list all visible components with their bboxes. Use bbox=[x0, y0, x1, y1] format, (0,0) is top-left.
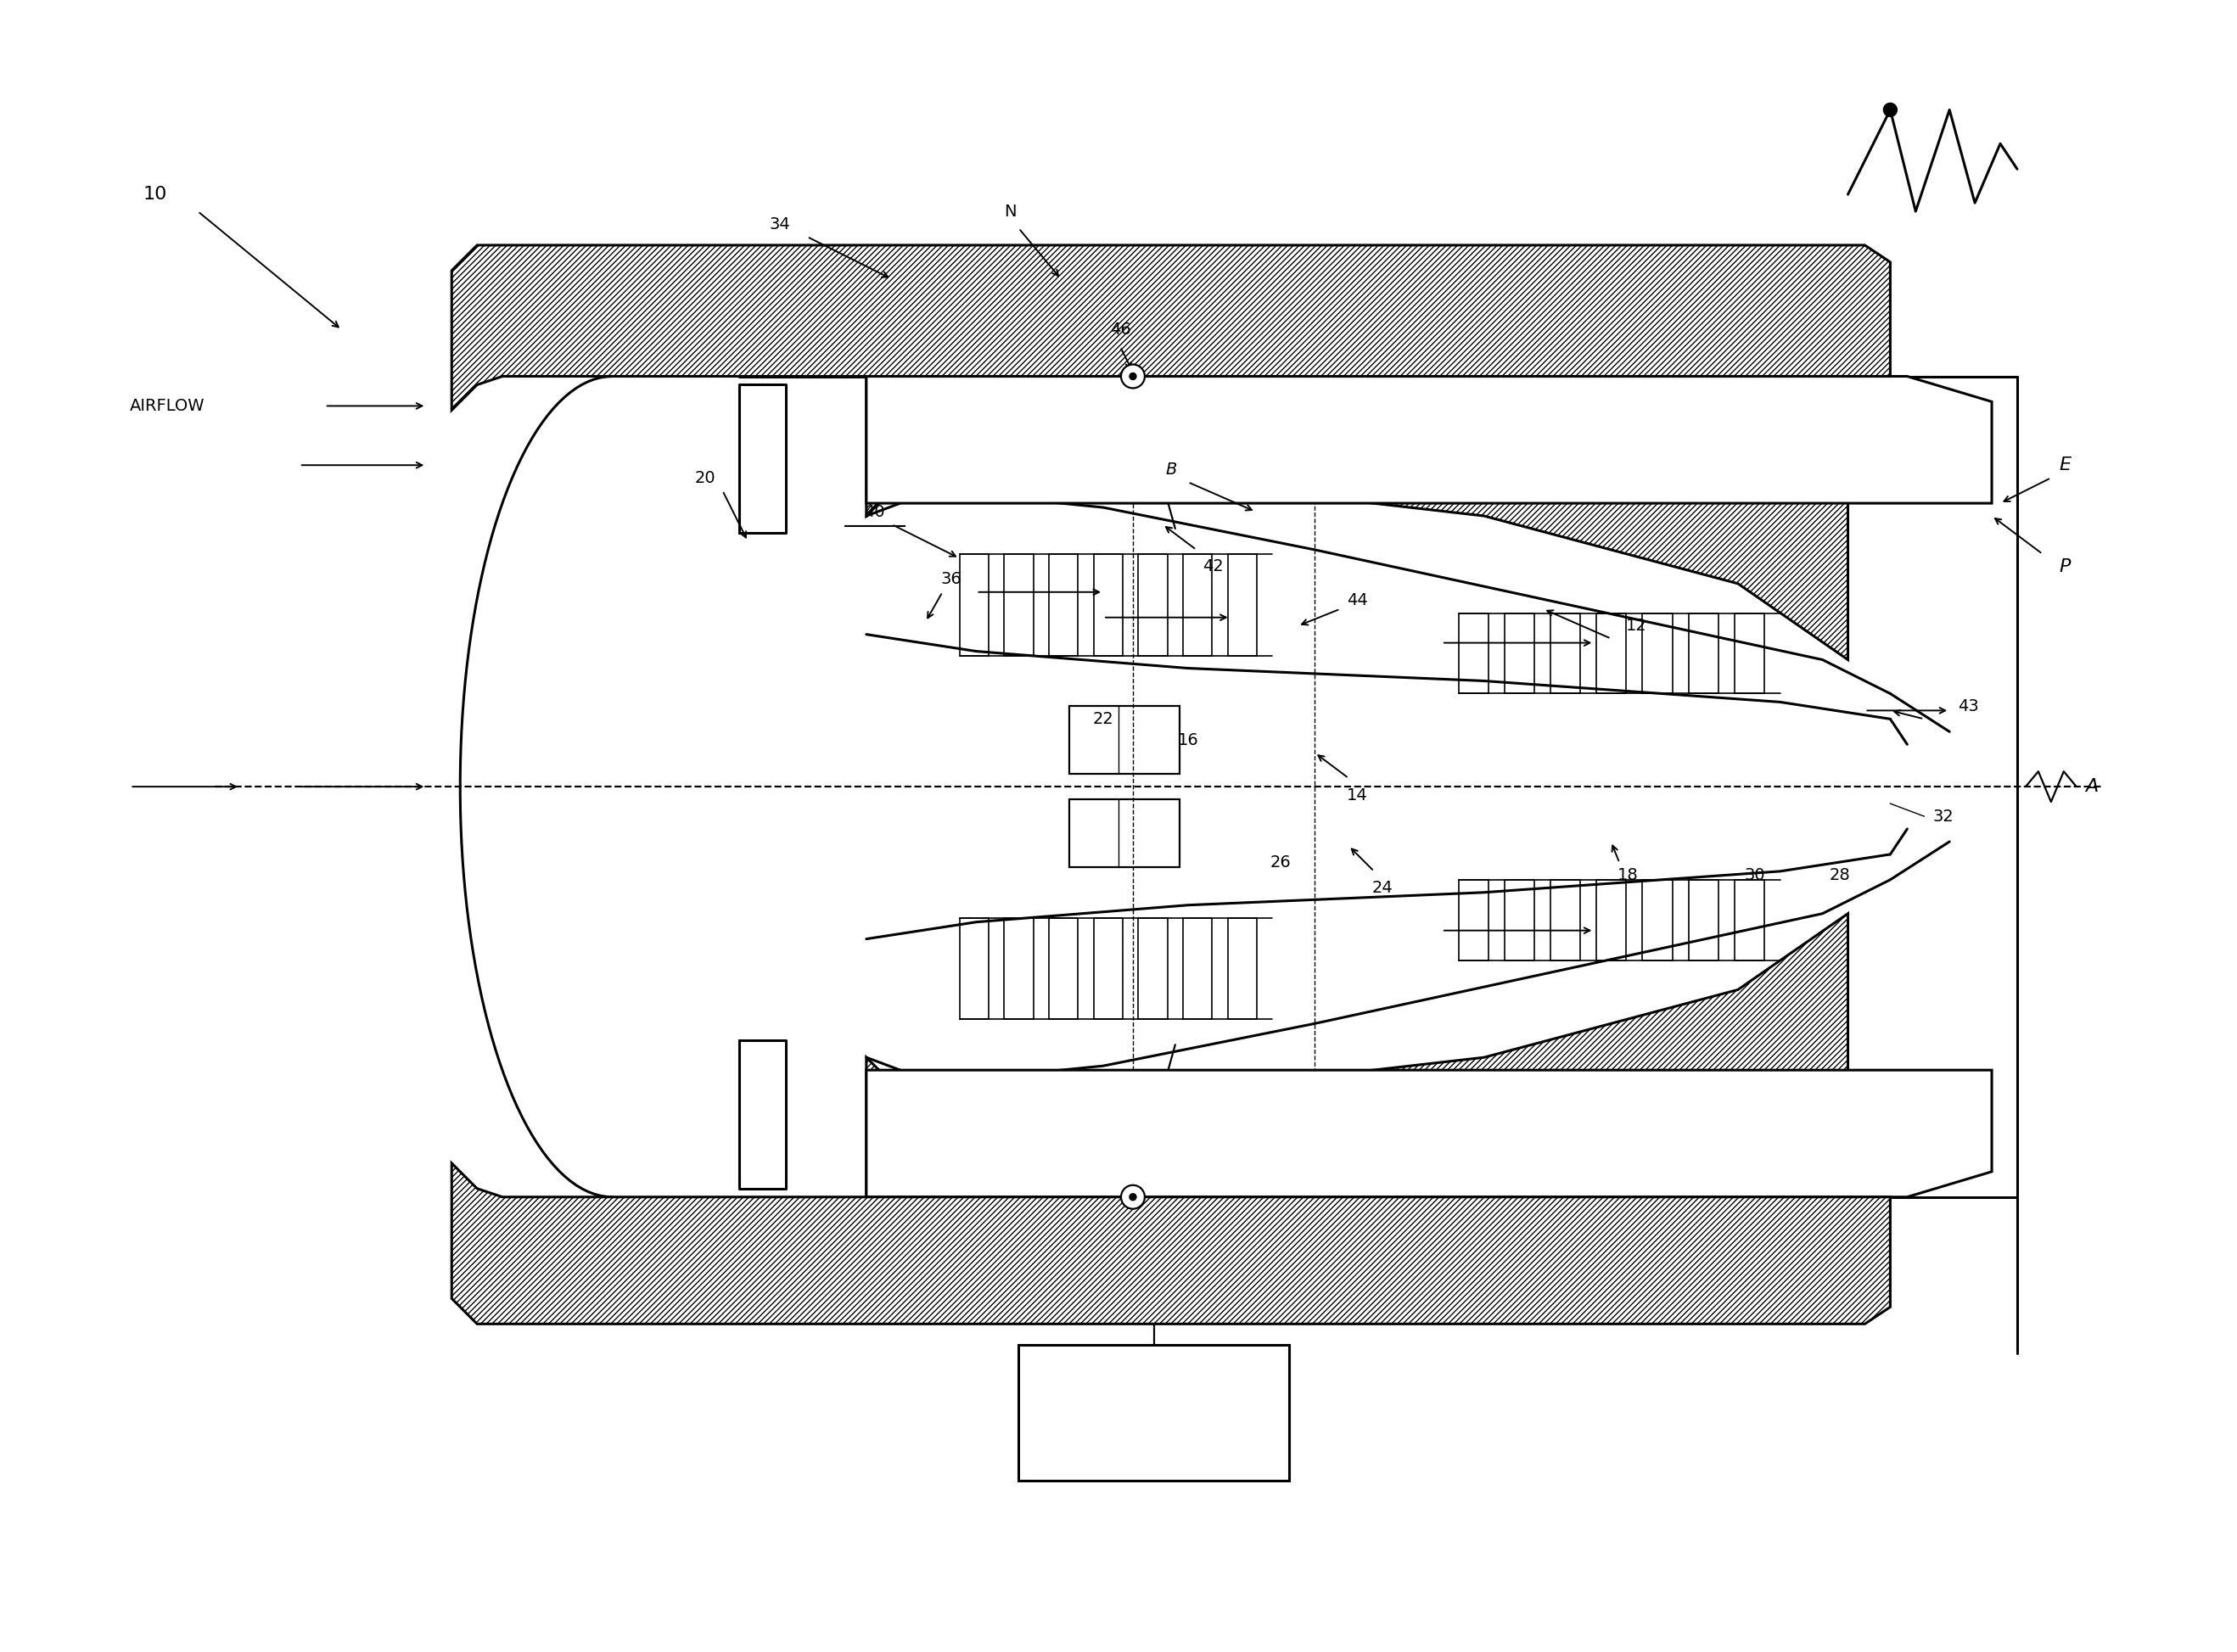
Text: 22: 22 bbox=[1092, 710, 1114, 727]
Text: 20: 20 bbox=[696, 469, 716, 486]
Bar bbox=[1183, 553, 1212, 656]
Bar bbox=[1183, 919, 1212, 1019]
Text: 46: 46 bbox=[1110, 322, 1130, 339]
Bar bbox=[1550, 881, 1579, 960]
Circle shape bbox=[1130, 1194, 1136, 1201]
Bar bbox=[1642, 881, 1673, 960]
Bar bbox=[1506, 881, 1535, 960]
Bar bbox=[1642, 613, 1673, 694]
Bar bbox=[1094, 919, 1123, 1019]
Bar bbox=[1597, 881, 1626, 960]
Polygon shape bbox=[452, 1163, 1890, 1323]
Bar bbox=[1734, 881, 1765, 960]
Text: P: P bbox=[2060, 558, 2071, 575]
Bar bbox=[1228, 919, 1257, 1019]
Text: 34: 34 bbox=[770, 216, 790, 231]
Text: N: N bbox=[1004, 203, 1016, 220]
Bar bbox=[960, 919, 989, 1019]
Circle shape bbox=[1884, 102, 1897, 117]
Bar bbox=[1094, 553, 1123, 656]
Text: 44: 44 bbox=[1347, 593, 1367, 608]
Polygon shape bbox=[866, 1070, 1991, 1198]
Text: E: E bbox=[2060, 456, 2071, 474]
Bar bbox=[1597, 613, 1626, 694]
Text: 14: 14 bbox=[1347, 786, 1367, 803]
Text: A: A bbox=[2085, 778, 2098, 795]
Bar bbox=[1734, 613, 1765, 694]
Bar bbox=[1228, 553, 1257, 656]
Bar bbox=[1004, 919, 1033, 1019]
Bar bbox=[1689, 881, 1718, 960]
Bar bbox=[1139, 919, 1168, 1019]
Bar bbox=[1018, 1345, 1289, 1480]
Polygon shape bbox=[452, 244, 1890, 410]
Bar bbox=[960, 553, 989, 656]
Polygon shape bbox=[866, 914, 1848, 1198]
Polygon shape bbox=[866, 377, 1848, 659]
Bar bbox=[1004, 553, 1033, 656]
Text: 12: 12 bbox=[1626, 618, 1646, 634]
Bar bbox=[1459, 613, 1488, 694]
Text: 40: 40 bbox=[863, 504, 886, 520]
Text: 30: 30 bbox=[1745, 867, 1765, 884]
Text: CONTROL: CONTROL bbox=[1114, 1434, 1195, 1450]
Bar bbox=[1689, 613, 1718, 694]
Text: B: B bbox=[1165, 461, 1177, 477]
Bar bbox=[1049, 553, 1078, 656]
Text: AIRFLOW: AIRFLOW bbox=[130, 398, 206, 415]
Text: 10: 10 bbox=[143, 187, 168, 203]
Text: 28: 28 bbox=[1830, 867, 1850, 884]
Bar bbox=[1049, 919, 1078, 1019]
Text: 42: 42 bbox=[1204, 558, 1224, 575]
Bar bbox=[1069, 800, 1179, 867]
Text: 24: 24 bbox=[1371, 881, 1394, 897]
Bar bbox=[1069, 707, 1179, 775]
Text: 26: 26 bbox=[1271, 854, 1291, 871]
Circle shape bbox=[1121, 365, 1145, 388]
Bar bbox=[1550, 613, 1579, 694]
Text: 32: 32 bbox=[1933, 808, 1953, 824]
Bar bbox=[1459, 881, 1488, 960]
Circle shape bbox=[1121, 1184, 1145, 1209]
Text: 18: 18 bbox=[1617, 867, 1637, 884]
Bar bbox=[1506, 613, 1535, 694]
Text: 43: 43 bbox=[1957, 699, 1980, 714]
Polygon shape bbox=[866, 377, 1991, 504]
Text: 36: 36 bbox=[940, 572, 962, 588]
Text: 16: 16 bbox=[1177, 732, 1199, 748]
Text: FVAN: FVAN bbox=[1132, 1384, 1177, 1401]
Circle shape bbox=[1130, 373, 1136, 380]
Bar bbox=[1139, 553, 1168, 656]
